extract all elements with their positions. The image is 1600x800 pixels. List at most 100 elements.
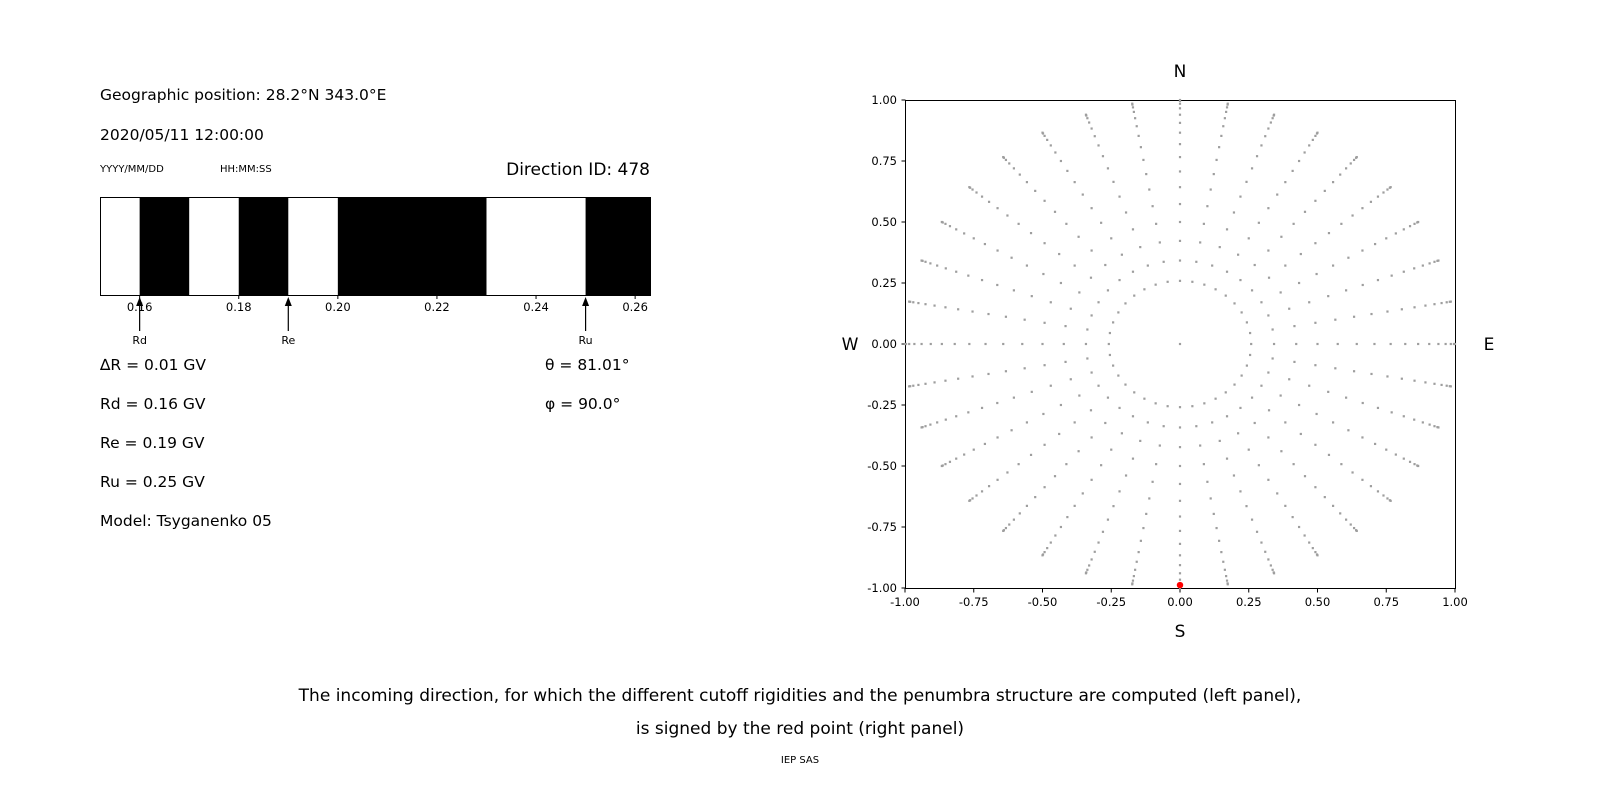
direction-dot — [968, 499, 971, 502]
direction-dot — [1437, 342, 1440, 346]
direction-dot — [1053, 475, 1057, 478]
direction-dot — [1267, 314, 1270, 317]
direction-dot — [933, 381, 936, 384]
direction-dot — [1218, 245, 1221, 249]
direction-dot — [1062, 342, 1065, 346]
direction-dot — [1218, 539, 1221, 542]
direction-dot — [948, 225, 952, 228]
direction-dot — [1178, 239, 1182, 242]
direction-dot — [940, 220, 943, 224]
credit-text: IEP SAS — [780, 755, 820, 766]
direction-dot — [1054, 151, 1057, 154]
direction-dot — [1086, 117, 1089, 120]
direction-dot — [1066, 169, 1069, 173]
direction-dot — [1370, 372, 1373, 376]
direction-dot — [987, 200, 991, 203]
direction-dot — [1260, 384, 1263, 387]
direction-dot — [1030, 390, 1033, 393]
direction-dot — [1134, 568, 1137, 571]
direction-dot — [912, 301, 915, 304]
direction-dot — [1352, 158, 1356, 162]
direction-dot — [924, 303, 927, 306]
direction-dot — [1178, 464, 1182, 468]
direction-dot — [1267, 478, 1270, 481]
direction-dot — [1146, 264, 1149, 267]
direction-dot — [1292, 463, 1295, 466]
direction-dot — [1145, 172, 1148, 176]
direction-dot — [1124, 474, 1128, 477]
direction-dot — [920, 426, 923, 429]
direction-dot — [1369, 200, 1373, 203]
direction-dot — [1002, 529, 1005, 533]
direction-dot — [955, 270, 958, 273]
direction-dot — [1097, 301, 1100, 304]
direction-dot — [1137, 134, 1140, 138]
direction-dot — [1389, 499, 1392, 502]
direction-dot — [1314, 550, 1317, 554]
direction-dot — [1408, 225, 1412, 228]
direction-dot — [1245, 180, 1248, 183]
map-x-tick-label: -0.50 — [1028, 595, 1058, 609]
penumbra-x-tick-label: 0.26 — [622, 300, 648, 314]
direction-dot — [1257, 464, 1260, 467]
direction-dot — [1361, 478, 1364, 481]
direction-dot — [1293, 360, 1296, 364]
direction-dot — [1073, 264, 1076, 267]
direction-dot — [1284, 181, 1287, 184]
direction-dot — [1428, 342, 1431, 346]
direction-dot — [1303, 475, 1307, 478]
direction-dot — [1288, 307, 1291, 310]
direction-dot — [1400, 377, 1403, 380]
direction-dot — [948, 460, 952, 463]
direction-dot — [1214, 397, 1217, 400]
direction-dot — [1260, 144, 1263, 147]
direction-dot — [1361, 283, 1364, 287]
direction-dot — [1382, 494, 1385, 497]
direction-dot — [980, 278, 984, 282]
direction-dot — [963, 453, 966, 456]
direction-dot — [1218, 439, 1221, 443]
direction-dot — [1135, 560, 1138, 563]
direction-dot — [1118, 195, 1121, 198]
direction-dot — [908, 300, 911, 303]
direction-dot — [1303, 151, 1306, 154]
direction-dot — [1043, 550, 1046, 554]
direction-dot — [1135, 125, 1138, 128]
direction-dot — [1224, 391, 1227, 394]
direction-dot — [1054, 534, 1057, 537]
direction-dot — [1084, 342, 1088, 346]
direction-dot — [1247, 237, 1250, 240]
direction-dot — [1284, 504, 1287, 507]
direction-dot — [1347, 429, 1350, 432]
direction-dot — [1233, 383, 1236, 386]
direction-dot — [1110, 237, 1113, 240]
direction-id-text: Direction ID: 478 — [506, 160, 650, 180]
direction-dot — [1059, 281, 1063, 285]
direction-dot — [1428, 423, 1431, 426]
direction-dot — [1178, 107, 1182, 110]
direction-dot — [1433, 260, 1436, 263]
direction-dot — [1101, 530, 1105, 533]
direction-dot — [1004, 315, 1008, 318]
cutoff-arrow-label: Ru — [579, 334, 593, 347]
direction-dot — [1316, 342, 1319, 346]
direction-dot — [1059, 403, 1063, 407]
datetime-text: 2020/05/11 12:00:00 — [100, 126, 264, 144]
direction-dot — [1191, 280, 1194, 283]
direction-dot — [1257, 221, 1260, 224]
direction-dot — [1269, 121, 1272, 124]
direction-dot — [1314, 134, 1317, 138]
direction-dot — [996, 401, 999, 405]
direction-dot — [1271, 328, 1274, 331]
direction-dot — [1203, 402, 1206, 405]
direction-dot — [1449, 342, 1452, 346]
direction-dot — [1280, 450, 1283, 453]
direction-dot — [1225, 110, 1228, 113]
direction-dot — [1117, 374, 1120, 377]
direction-dot — [1250, 289, 1254, 292]
direction-dot — [1345, 167, 1348, 170]
direction-dot — [1260, 541, 1263, 544]
direction-dot — [1049, 301, 1052, 304]
compass-label-w: W — [842, 335, 859, 355]
